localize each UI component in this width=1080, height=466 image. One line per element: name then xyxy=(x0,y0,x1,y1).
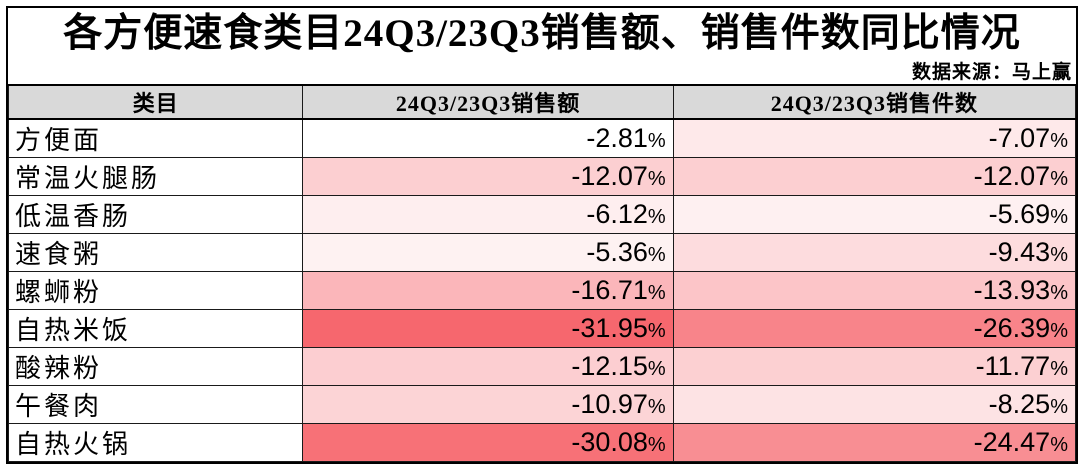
table-row: 低温香肠 -6.12% -5.69% xyxy=(7,195,1077,234)
category-cell: 自热火锅 xyxy=(7,423,304,462)
units-yoy-cell: -12.07% xyxy=(672,157,1077,196)
units-yoy-cell: -11.77% xyxy=(672,347,1077,386)
sales-yoy-cell: -16.71% xyxy=(302,271,674,310)
units-yoy-cell: -8.25% xyxy=(672,385,1077,424)
header-row: 类目 24Q3/23Q3销售额 24Q3/23Q3销售件数 xyxy=(7,84,1077,120)
data-source-note: 数据来源：马上赢 xyxy=(911,61,1072,83)
category-cell: 常温火腿肠 xyxy=(7,157,304,196)
table-row: 自热米饭 -31.95% -26.39% xyxy=(7,309,1077,348)
table-row: 螺蛳粉 -16.71% -13.93% xyxy=(7,271,1077,310)
units-yoy-cell: -13.93% xyxy=(672,271,1077,310)
table-row: 速食粥 -5.36% -9.43% xyxy=(7,233,1077,272)
category-cell: 午餐肉 xyxy=(7,385,304,424)
units-yoy-cell: -26.39% xyxy=(672,309,1077,348)
sales-yoy-cell: -12.07% xyxy=(302,157,674,196)
table-row: 常温火腿肠 -12.07% -12.07% xyxy=(7,157,1077,196)
units-yoy-cell: -5.69% xyxy=(672,195,1077,234)
units-yoy-cell: -9.43% xyxy=(672,233,1077,272)
table-row: 自热火锅 -30.08% -24.47% xyxy=(7,423,1077,462)
sales-yoy-cell: -31.95% xyxy=(302,309,674,348)
category-cell: 自热米饭 xyxy=(7,309,304,348)
yoy-table: 类目 24Q3/23Q3销售额 24Q3/23Q3销售件数 方便面 -2.81% -… xyxy=(7,84,1077,462)
sales-yoy-cell: -2.81% xyxy=(302,118,674,158)
category-cell: 酸辣粉 xyxy=(7,347,304,386)
column-header-units-yoy: 24Q3/23Q3销售件数 xyxy=(672,84,1077,120)
units-yoy-cell: -24.47% xyxy=(672,423,1077,462)
category-cell: 螺蛳粉 xyxy=(7,271,304,310)
category-cell: 低温香肠 xyxy=(7,195,304,234)
sales-yoy-cell: -10.97% xyxy=(302,385,674,424)
table-row: 午餐肉 -10.97% -8.25% xyxy=(7,385,1077,424)
yoy-table-sheet: 各方便速食类目24Q3/23Q3销售额、销售件数同比情况 数据来源：马上赢 类目… xyxy=(6,6,1078,464)
table-row: 酸辣粉 -12.15% -11.77% xyxy=(7,347,1077,386)
column-header-category: 类目 xyxy=(7,84,304,120)
column-header-sales-yoy: 24Q3/23Q3销售额 xyxy=(302,84,674,120)
title-block: 各方便速食类目24Q3/23Q3销售额、销售件数同比情况 数据来源：马上赢 xyxy=(8,8,1076,84)
sales-yoy-cell: -12.15% xyxy=(302,347,674,386)
sales-yoy-cell: -30.08% xyxy=(302,423,674,462)
table-row: 方便面 -2.81% -7.07% xyxy=(7,118,1077,158)
category-cell: 速食粥 xyxy=(7,233,304,272)
sales-yoy-cell: -5.36% xyxy=(302,233,674,272)
units-yoy-cell: -7.07% xyxy=(672,118,1077,158)
sales-yoy-cell: -6.12% xyxy=(302,195,674,234)
page-title: 各方便速食类目24Q3/23Q3销售额、销售件数同比情况 xyxy=(63,12,1021,55)
category-cell: 方便面 xyxy=(7,118,304,158)
